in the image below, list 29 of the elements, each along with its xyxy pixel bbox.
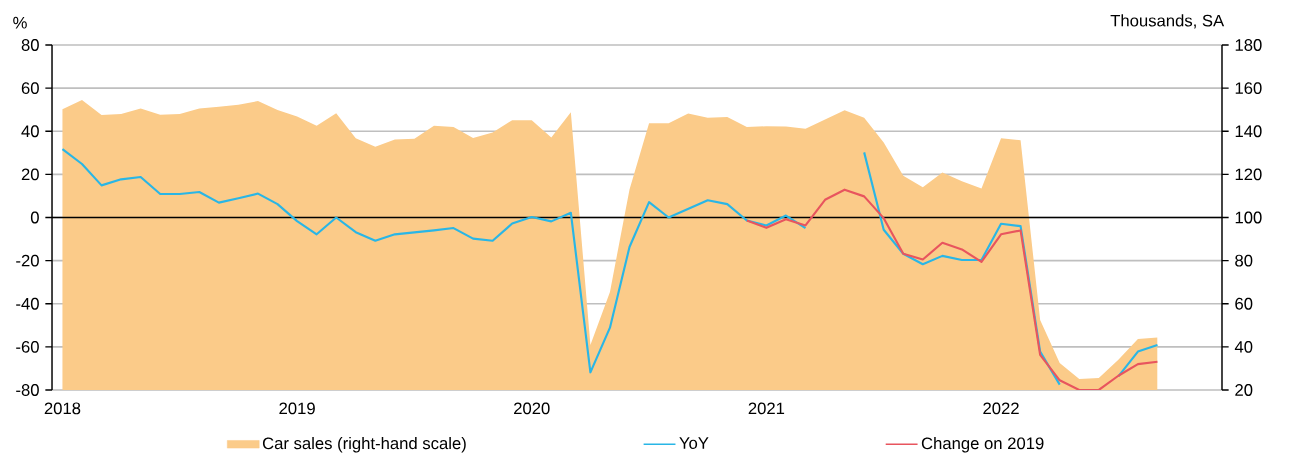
y-tick-label: -60	[16, 340, 39, 353]
y2-tick-label: 100	[1235, 211, 1262, 224]
line-series	[745, 188, 1159, 390]
y-tick-label: 60	[21, 82, 39, 95]
x-tick-label: 2018	[44, 402, 81, 415]
y2-axis-title: Thousands, SA	[1110, 14, 1225, 29]
y2-tick-label: 20	[1235, 384, 1253, 396]
legend-label: Change on 2019	[921, 436, 1044, 453]
y2-tick-label: 180	[1235, 39, 1262, 51]
x-tick-label: 2021	[748, 402, 785, 415]
legend-label: YoY	[679, 437, 709, 449]
y-axis-title: %	[13, 16, 27, 29]
y-tick-label: 0	[30, 211, 39, 224]
y2-tick-label: 160	[1235, 82, 1262, 95]
x-tick-label: 2019	[279, 402, 315, 415]
y-tick-label: -40	[16, 297, 39, 310]
y2-tick-label: 40	[1234, 340, 1253, 353]
x-tick-label: 2020	[514, 402, 550, 415]
x-tick-label: 2022	[983, 402, 1019, 415]
y-tick-label: -80	[16, 384, 39, 396]
y-tick-label: 80	[21, 39, 39, 51]
y-tick-label: 40	[21, 125, 39, 138]
y-tick-label: 20	[21, 168, 39, 181]
y-tick-label: -20	[16, 254, 39, 267]
y2-tick-label: 60	[1235, 297, 1253, 310]
y2-tick-label: 120	[1235, 168, 1262, 181]
y2-tick-label: 140	[1235, 125, 1262, 138]
legend-label: Car sales (right-hand scale)	[262, 436, 466, 453]
y2-tick-label: 80	[1235, 254, 1253, 267]
